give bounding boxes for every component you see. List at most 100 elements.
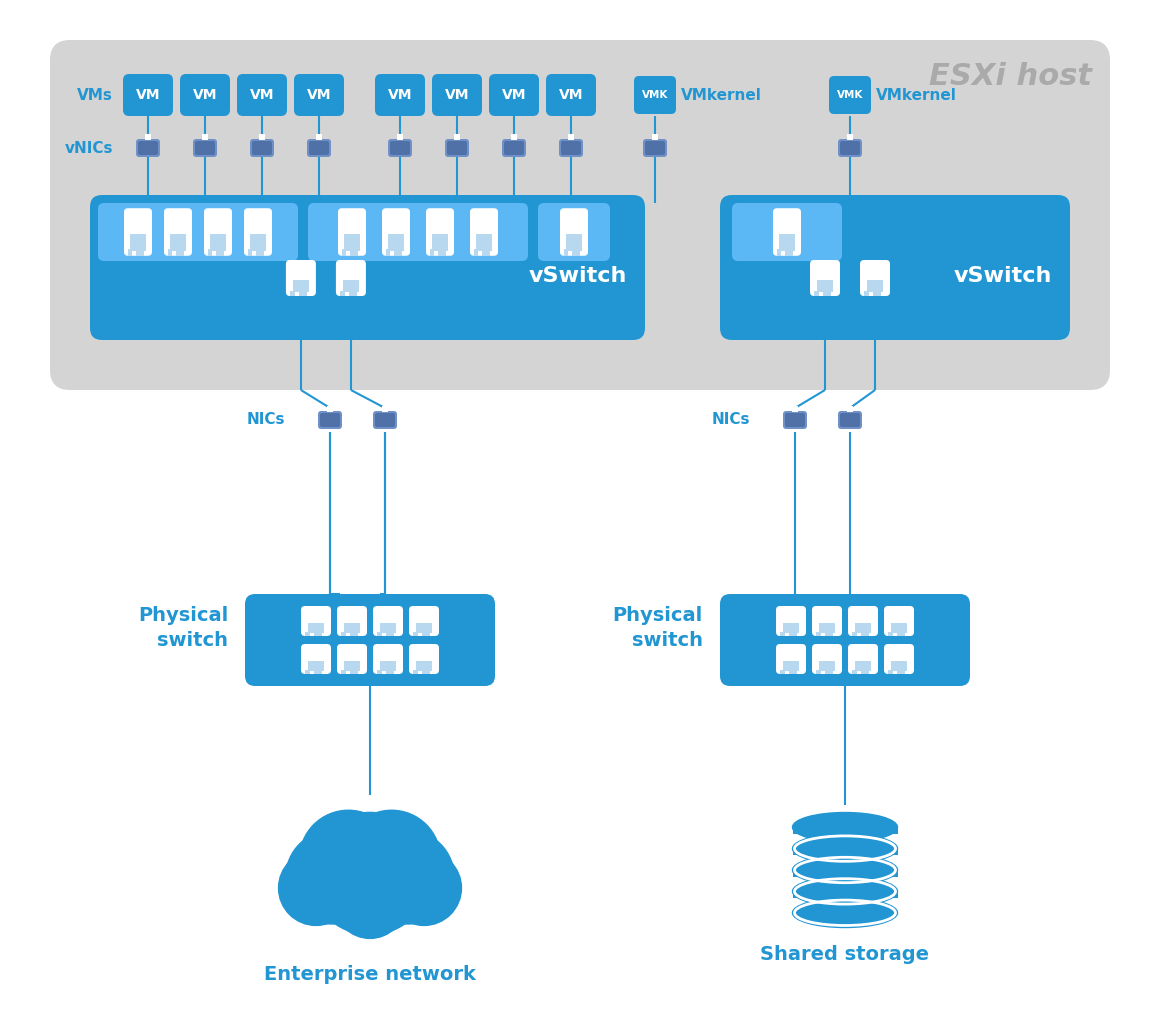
FancyBboxPatch shape	[252, 141, 272, 155]
FancyBboxPatch shape	[294, 74, 344, 116]
FancyBboxPatch shape	[445, 139, 469, 157]
Circle shape	[278, 851, 353, 926]
FancyBboxPatch shape	[426, 208, 454, 256]
Text: VM: VM	[559, 88, 583, 102]
Bar	[168, 249, 172, 256]
FancyBboxPatch shape	[301, 606, 331, 636]
FancyBboxPatch shape	[785, 413, 805, 427]
Bar	[380, 661, 396, 671]
Bar	[314, 631, 319, 636]
Text: vNICs: vNICs	[65, 140, 113, 155]
Bar	[788, 249, 793, 256]
Bar	[377, 670, 382, 674]
Bar	[454, 134, 460, 140]
FancyBboxPatch shape	[645, 141, 665, 155]
Bar	[891, 661, 907, 671]
FancyBboxPatch shape	[301, 644, 331, 674]
Bar	[788, 631, 793, 636]
Bar	[897, 670, 901, 674]
Bar	[256, 249, 260, 256]
FancyBboxPatch shape	[829, 76, 871, 114]
Text: ESXi host: ESXi host	[929, 62, 1092, 91]
Bar	[208, 249, 212, 256]
FancyBboxPatch shape	[195, 141, 215, 155]
Text: VM: VM	[444, 88, 470, 102]
Bar	[785, 249, 789, 256]
Bar	[136, 249, 140, 256]
FancyBboxPatch shape	[561, 141, 580, 155]
Text: Physical
switch: Physical switch	[613, 606, 703, 650]
FancyBboxPatch shape	[720, 195, 1070, 340]
Bar	[900, 631, 905, 636]
Bar	[350, 631, 354, 636]
Bar	[353, 631, 358, 636]
Text: vSwitch: vSwitch	[953, 266, 1052, 285]
FancyBboxPatch shape	[373, 606, 403, 636]
Text: VM: VM	[307, 88, 331, 102]
Bar	[291, 290, 294, 296]
Bar	[250, 234, 265, 251]
Bar	[900, 670, 905, 674]
Text: VMK: VMK	[837, 90, 863, 100]
FancyBboxPatch shape	[245, 594, 495, 686]
Bar	[308, 661, 324, 671]
Bar	[867, 280, 883, 292]
Bar	[415, 661, 433, 671]
FancyBboxPatch shape	[307, 139, 331, 157]
Bar	[818, 622, 835, 633]
Bar	[344, 661, 360, 671]
Bar	[793, 631, 797, 636]
Bar	[388, 234, 404, 251]
Text: VM: VM	[388, 88, 412, 102]
FancyBboxPatch shape	[432, 74, 482, 116]
FancyBboxPatch shape	[136, 139, 160, 157]
Bar	[350, 249, 354, 256]
FancyBboxPatch shape	[447, 141, 467, 155]
Bar	[782, 661, 800, 671]
Bar	[816, 670, 820, 674]
FancyBboxPatch shape	[409, 606, 439, 636]
FancyBboxPatch shape	[375, 74, 425, 116]
FancyBboxPatch shape	[50, 40, 1110, 390]
Bar	[426, 631, 430, 636]
FancyBboxPatch shape	[643, 139, 667, 157]
FancyBboxPatch shape	[98, 203, 298, 261]
FancyBboxPatch shape	[319, 411, 342, 429]
FancyBboxPatch shape	[720, 594, 971, 686]
FancyBboxPatch shape	[390, 141, 410, 155]
Bar	[829, 631, 833, 636]
FancyBboxPatch shape	[838, 139, 862, 157]
FancyBboxPatch shape	[773, 208, 801, 256]
Bar	[889, 670, 893, 674]
Bar	[568, 134, 574, 140]
FancyBboxPatch shape	[138, 141, 158, 155]
FancyBboxPatch shape	[634, 76, 676, 114]
Bar	[175, 249, 180, 256]
FancyBboxPatch shape	[812, 644, 842, 674]
FancyBboxPatch shape	[775, 606, 805, 636]
Text: VMK: VMK	[642, 90, 668, 100]
Bar	[486, 249, 489, 256]
Bar	[793, 849, 898, 856]
Bar	[421, 631, 426, 636]
Ellipse shape	[793, 812, 898, 841]
Bar	[652, 134, 658, 140]
Ellipse shape	[793, 856, 898, 885]
Bar	[316, 134, 322, 140]
Bar	[350, 670, 354, 674]
Bar	[130, 234, 145, 251]
FancyBboxPatch shape	[320, 413, 340, 427]
Bar	[385, 670, 390, 674]
FancyBboxPatch shape	[308, 203, 529, 261]
Bar	[777, 249, 781, 256]
Bar	[343, 280, 359, 292]
FancyBboxPatch shape	[336, 260, 366, 296]
Circle shape	[387, 851, 462, 926]
FancyBboxPatch shape	[884, 644, 914, 674]
Bar	[818, 661, 835, 671]
Bar	[816, 631, 820, 636]
FancyBboxPatch shape	[338, 208, 366, 256]
Bar	[779, 234, 795, 251]
Bar	[171, 234, 186, 251]
Bar	[861, 670, 866, 674]
